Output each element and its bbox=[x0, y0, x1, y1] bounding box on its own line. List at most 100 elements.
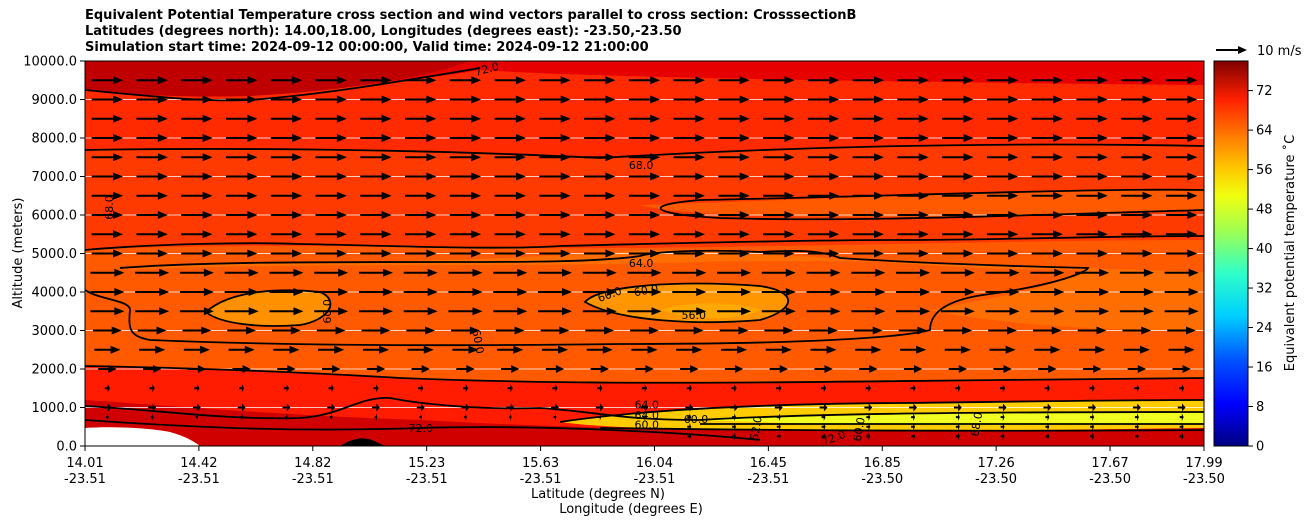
x-tick-label-lon: -23.51 bbox=[64, 472, 106, 487]
wind-arrowhead bbox=[336, 191, 347, 200]
wind-arrowhead bbox=[560, 114, 571, 123]
wind-arrowhead bbox=[202, 230, 213, 239]
wind-arrowhead bbox=[1143, 307, 1154, 316]
wind-arrowhead bbox=[1092, 432, 1095, 441]
wind-arrowhead bbox=[336, 114, 347, 123]
wind-arrowhead bbox=[605, 114, 616, 123]
wind-arrowhead bbox=[918, 211, 929, 219]
wind-arrowhead bbox=[1008, 191, 1019, 200]
wind-arrowhead bbox=[336, 249, 347, 258]
wind-arrowhead bbox=[1142, 95, 1153, 104]
wind-arrowhead bbox=[336, 76, 347, 85]
y-tick-label: 1000.0 bbox=[32, 401, 78, 416]
x-tick-label-lat: 16.04 bbox=[636, 456, 673, 471]
title-line-3: Simulation start time: 2024-09-12 00:00:… bbox=[85, 40, 649, 55]
wind-arrowhead bbox=[202, 153, 213, 162]
wind-arrowhead bbox=[875, 307, 886, 316]
wind-arrowhead bbox=[600, 384, 603, 393]
wind-arrowhead bbox=[650, 249, 661, 258]
wind-arrowhead bbox=[785, 268, 796, 277]
wind-arrowhead bbox=[336, 172, 347, 181]
wind-arrowhead bbox=[380, 326, 391, 335]
wind-arrowhead bbox=[471, 249, 482, 258]
wind-arrowhead bbox=[650, 211, 661, 219]
wind-arrowhead bbox=[605, 191, 616, 200]
wind-arrowhead bbox=[425, 326, 436, 335]
wind-arrowhead bbox=[1187, 230, 1198, 239]
wind-arrowhead bbox=[202, 191, 213, 200]
wind-arrowhead bbox=[779, 365, 788, 373]
wind-arrowhead bbox=[471, 172, 482, 181]
wind-arrowhead bbox=[292, 191, 303, 200]
wind-arrowhead bbox=[650, 153, 661, 162]
wind-arrowhead bbox=[918, 230, 929, 239]
wind-arrowhead bbox=[513, 345, 524, 354]
wind-arrowhead bbox=[335, 326, 346, 335]
wind-arrowhead bbox=[918, 114, 929, 123]
wind-arrowhead bbox=[241, 413, 243, 422]
y-tick-label: 9000.0 bbox=[32, 93, 78, 108]
wind-arrowhead bbox=[963, 134, 974, 142]
field-band-cool bbox=[120, 250, 1204, 331]
wind-arrowhead bbox=[471, 95, 482, 104]
wind-arrowhead bbox=[517, 307, 528, 316]
wind-arrowhead bbox=[1096, 326, 1107, 335]
wind-arrowhead bbox=[113, 230, 124, 239]
wind-arrowhead bbox=[1187, 134, 1198, 142]
wind-arrowhead bbox=[1143, 288, 1154, 296]
wind-arrowhead bbox=[197, 384, 200, 393]
wind-arrowhead bbox=[958, 413, 960, 422]
wind-arrowhead bbox=[1097, 172, 1108, 181]
wind-arrowhead bbox=[107, 403, 112, 412]
wind-arrowhead bbox=[830, 288, 841, 296]
wind-arrowhead bbox=[690, 365, 699, 373]
field-band-topleft bbox=[85, 61, 470, 97]
wind-arrowhead bbox=[918, 76, 929, 85]
colorbar-tick-label: 64 bbox=[1256, 124, 1273, 139]
wind-arrowhead bbox=[784, 211, 795, 219]
wind-arrowhead bbox=[292, 134, 303, 142]
wind-arrowhead bbox=[1181, 432, 1184, 441]
wind-arrowhead bbox=[1053, 230, 1064, 239]
wind-arrowhead bbox=[1053, 114, 1064, 123]
wind-arrowhead bbox=[381, 211, 392, 219]
colorbar-tick-label: 24 bbox=[1256, 321, 1273, 336]
wind-arrowhead bbox=[1002, 432, 1005, 441]
wind-arrowhead bbox=[1099, 307, 1110, 316]
wind-arrowhead bbox=[157, 76, 168, 85]
wind-arrowhead bbox=[963, 230, 974, 239]
wind-arrowhead bbox=[381, 191, 392, 200]
wind-arrowhead bbox=[290, 326, 301, 335]
wind-arrowhead bbox=[248, 268, 259, 277]
wind-arrowhead bbox=[247, 211, 258, 219]
wind-arrowhead bbox=[376, 403, 380, 412]
wind-arrowhead bbox=[1181, 413, 1184, 422]
wind-arrowhead bbox=[152, 384, 155, 393]
wind-arrowhead bbox=[694, 153, 705, 162]
wind-arrowhead bbox=[114, 307, 125, 316]
y-tick-label: 7000.0 bbox=[32, 170, 78, 185]
wind-arrowhead bbox=[292, 76, 303, 85]
colorbar-tick-label: 72 bbox=[1256, 84, 1273, 99]
wind-arrowhead bbox=[1182, 403, 1186, 412]
wind-arrowhead bbox=[823, 403, 828, 412]
x-tick-label-lat: 16.85 bbox=[864, 456, 901, 471]
wind-arrowhead bbox=[1002, 384, 1006, 393]
wind-arrowhead bbox=[426, 211, 437, 219]
wind-arrowhead bbox=[1005, 345, 1016, 354]
wind-arrowhead bbox=[1139, 345, 1150, 354]
contour-label: 60.0 bbox=[684, 413, 709, 426]
wind-arrowhead bbox=[778, 422, 781, 431]
contour-line bbox=[204, 289, 332, 327]
wind-arrowhead bbox=[1008, 153, 1019, 162]
x-tick-label-lat: 15.23 bbox=[408, 456, 445, 471]
wind-arrowhead bbox=[1053, 172, 1064, 181]
wind-arrowhead bbox=[913, 432, 916, 441]
wind-arrowhead bbox=[331, 403, 336, 412]
wind-arrowhead bbox=[426, 191, 437, 200]
wind-arrowhead bbox=[382, 288, 393, 296]
wind-arrowhead bbox=[875, 288, 886, 296]
wind-arrowhead bbox=[113, 114, 124, 123]
wind-arrowhead bbox=[734, 403, 738, 412]
x-tick-label-lat: 14.82 bbox=[294, 456, 331, 471]
